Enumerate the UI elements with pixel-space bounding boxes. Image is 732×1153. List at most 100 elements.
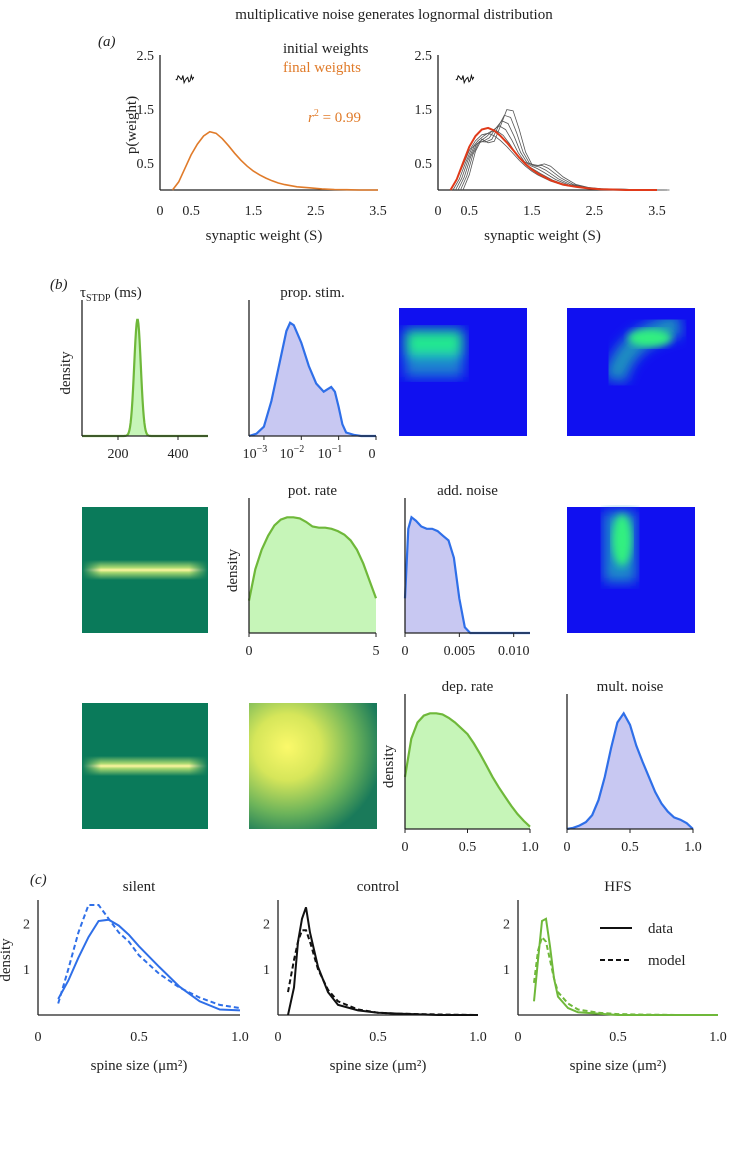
- c_hfs-x-axis-label: spine size (μm²): [570, 1058, 667, 1074]
- a-left-y-axis-label: p(weight): [124, 96, 140, 154]
- xtick-base: 10: [318, 447, 332, 462]
- a-right-xtick-label: 0.5: [461, 204, 479, 219]
- a-left-ytick-label: 1.5: [137, 103, 155, 118]
- b_mult-title: mult. noise: [597, 679, 664, 695]
- c_hfs-ytick-label: 2: [503, 917, 510, 932]
- c_control-x-axis-label: spine size (μm²): [330, 1058, 427, 1074]
- c_control-xtick-label: 0: [275, 1030, 282, 1045]
- b-tau-title-symbol: τ: [80, 285, 86, 301]
- axes-layer: 0 0.5 1.5 2.5 3.5 0.5 1.5 2.5 synaptic weight (S…: [0, 49, 727, 1074]
- b_mult-xtick-label: 0.5: [621, 840, 639, 855]
- b_dep-xtick-label: 0.5: [459, 840, 477, 855]
- c_hfs-xtick-label: 1.0: [709, 1030, 727, 1045]
- panel-label-c: (c): [30, 872, 47, 888]
- b_mult-area: [567, 713, 693, 829]
- b_tau-xtick-label: 200: [108, 447, 129, 462]
- b_add-title: add. noise: [437, 483, 498, 499]
- a-left-xtick-label: 0.5: [182, 204, 200, 219]
- a-left-initial-weights-trace: [175, 73, 195, 85]
- c_silent-xtick-label: 1.0: [231, 1030, 249, 1045]
- b_prop-curve: [248, 321, 376, 438]
- xtick-exponent: −2: [294, 444, 305, 455]
- c_silent-ytick-label: 1: [23, 963, 30, 978]
- b_add-area: [405, 517, 530, 633]
- b_pot-xtick-label: 5: [373, 644, 380, 659]
- c_hfs-model-line: [533, 935, 718, 1016]
- c_control-model-line: [287, 929, 479, 1016]
- a-left-xtick-label: 3.5: [369, 204, 387, 219]
- a-right-final-curve: [449, 126, 657, 191]
- a-right-xtick-label: 1.5: [523, 204, 541, 219]
- a-right-intermediate-line: [462, 109, 670, 191]
- a-left-xtick-label: 2.5: [307, 204, 325, 219]
- r2-value: = 0.99: [319, 110, 361, 126]
- a-right-xtick-label: 2.5: [586, 204, 604, 219]
- a-left-ytick-label: 0.5: [137, 157, 155, 172]
- c_silent-x-axis-label: spine size (μm²): [91, 1058, 188, 1074]
- a-right-xtick-label: 0: [435, 204, 442, 219]
- legend-initial-weights: initial weights: [283, 41, 369, 57]
- b_prop-xtick-label: 0: [369, 447, 376, 462]
- heatmap-b-row2-col1: [82, 507, 208, 633]
- b_mult-xtick-label: 0: [564, 840, 571, 855]
- c_hfs-xtick-label: 0: [515, 1030, 522, 1045]
- c_control-ytick-label: 2: [263, 917, 270, 932]
- c_silent-title: silent: [123, 879, 156, 895]
- a-left-x-axis-label: synaptic weight (S): [206, 228, 323, 244]
- b_prop-title: prop. stim.: [280, 285, 345, 301]
- b_prop-area: [249, 322, 376, 436]
- xtick-exponent: −3: [257, 444, 268, 455]
- c_silent-data-line: [57, 918, 241, 1012]
- a-right-ytick-label: 1.5: [415, 103, 433, 118]
- heatmap-b-row3-col2: [249, 703, 377, 829]
- b_prop-xtick-label: 10−1: [318, 444, 343, 462]
- a-left-xtick-label: 0: [157, 204, 164, 219]
- a-left-xtick-label: 1.5: [245, 204, 263, 219]
- a-right-intermediate-line: [452, 130, 660, 191]
- c_control-title: control: [357, 879, 400, 895]
- b_dep-title: dep. rate: [442, 679, 494, 695]
- a-right-ytick-label: 0.5: [415, 157, 433, 172]
- xtick-base: 10: [280, 447, 294, 462]
- legend-final-weights: final weights: [283, 60, 361, 76]
- heatmap-b-row2-col4: [567, 507, 695, 633]
- heatmap-b-row1-col4: [567, 308, 695, 436]
- figure-title: multiplicative noise generates lognormal…: [235, 7, 553, 23]
- b_pot-curve: [247, 516, 378, 601]
- c_hfs-xtick-label: 0.5: [609, 1030, 627, 1045]
- panel-label-b: (b): [50, 277, 68, 293]
- a-left-final-weights-line: [171, 130, 378, 191]
- legend-model-label: model: [648, 953, 686, 969]
- c_control-xtick-label: 0.5: [369, 1030, 387, 1045]
- b_pot-title: pot. rate: [288, 483, 337, 499]
- xtick-base: 0: [369, 447, 376, 462]
- c_control-data-line: [287, 906, 478, 1016]
- heatmap-b-row1-col3: [399, 308, 527, 436]
- b_mult-curve: [566, 711, 694, 831]
- xtick-base: 10: [243, 447, 257, 462]
- c_hfs-ytick-label: 1: [503, 963, 510, 978]
- b_prop-xtick-label: 10−3: [243, 444, 268, 462]
- xtick-exponent: −1: [332, 444, 343, 455]
- r2-r: r: [308, 110, 314, 126]
- b_tau-xtick-label: 400: [168, 447, 189, 462]
- b-tau-title-unit: (ms): [110, 285, 141, 301]
- a-right-initial-weights-trace: [455, 73, 475, 85]
- a-right-xtick-label: 3.5: [648, 204, 666, 219]
- c_silent-y-axis-label: density: [0, 938, 14, 982]
- b_pot-y-axis-label: density: [225, 548, 241, 592]
- c_silent-xtick-label: 0.5: [130, 1030, 148, 1045]
- b_pot-area: [249, 517, 376, 633]
- r2-annotation: r2 = 0.99: [308, 108, 361, 126]
- b_dep-area: [405, 713, 530, 829]
- b-tau-title-sub: STDP: [86, 293, 111, 304]
- a-left-ytick-label: 2.5: [137, 49, 155, 64]
- a-right-intermediate-line: [455, 125, 662, 191]
- b_tau-curve: [82, 318, 208, 438]
- b_dep-curve: [403, 712, 531, 828]
- r2-sup: 2: [314, 108, 319, 119]
- c_silent-model-line: [57, 904, 241, 1010]
- b_prop-xtick-label: 10−2: [280, 444, 305, 462]
- b_dep-xtick-label: 1.0: [521, 840, 539, 855]
